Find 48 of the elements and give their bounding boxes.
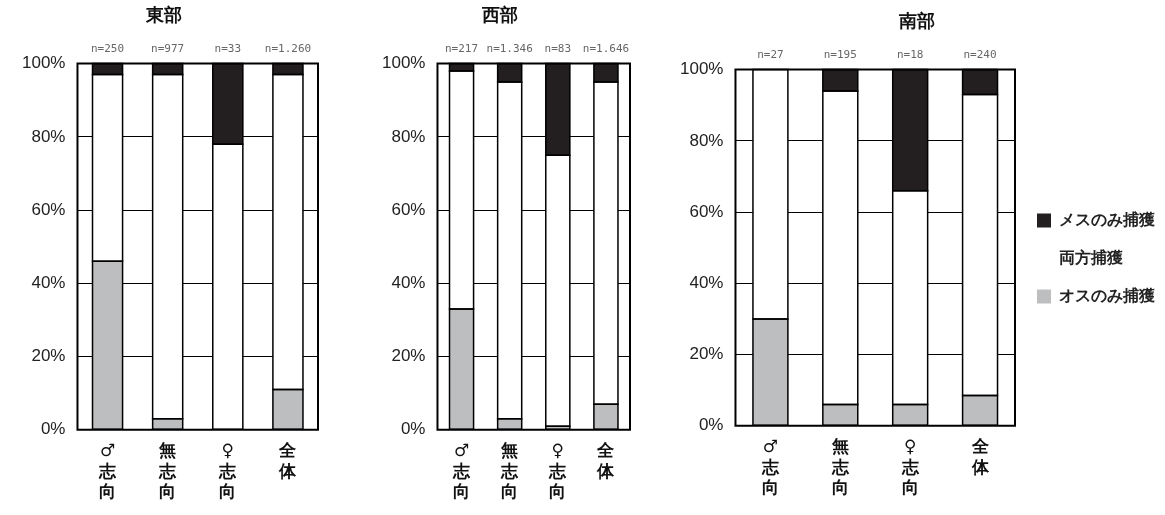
text: 両方捕獲 <box>1059 247 1123 267</box>
x-tick-label: ♀志向 <box>548 440 568 502</box>
y-tick-label: 0% <box>400 419 426 439</box>
y-tick-label: 20% <box>689 344 724 364</box>
chart-title: 南部 <box>897 10 935 32</box>
text: n=977 <box>151 41 185 55</box>
y-tick-label: 20% <box>31 346 66 366</box>
x-tick-label: 全体 <box>596 440 616 481</box>
y-tick-label: 0% <box>40 419 66 439</box>
text: n=83 <box>544 41 572 55</box>
y-tick-label: 40% <box>689 273 724 293</box>
y-tick-label: 100% <box>680 59 724 79</box>
x-tick-label: 無志向 <box>830 436 850 498</box>
y-tick-label: 80% <box>689 130 724 150</box>
x-tick-label: ♂志向 <box>452 440 472 502</box>
legend-label: メスのみ捕獲 <box>1059 209 1155 229</box>
x-tick-label: ♀志向 <box>900 436 920 498</box>
text: n=217 <box>444 41 479 55</box>
y-tick-label: 40% <box>31 273 66 293</box>
x-tick-label: 全体 <box>970 436 990 477</box>
y-tick-label: 0% <box>698 415 724 435</box>
x-tick-label: ♂志向 <box>760 436 780 498</box>
chart-title: 西部 <box>481 4 518 26</box>
legend-label: オスのみ捕獲 <box>1059 285 1155 305</box>
y-tick-label: 60% <box>391 199 426 219</box>
text: n=1.646 <box>582 41 630 55</box>
x-tick-label: 無志向 <box>158 440 178 502</box>
text: n=240 <box>963 47 997 61</box>
y-tick-label: 20% <box>391 346 426 366</box>
y-tick-label: 100% <box>22 53 66 73</box>
text: n=18 <box>896 47 924 61</box>
y-tick-label: 80% <box>31 126 66 146</box>
x-tick-label: 無志向 <box>500 440 520 502</box>
y-tick-label: 100% <box>382 53 426 73</box>
y-tick-label: 60% <box>31 199 66 219</box>
y-tick-label: 60% <box>689 201 724 221</box>
text: n=250 <box>90 41 125 55</box>
text: n=1.346 <box>486 41 533 55</box>
chart-title: 東部 <box>145 4 182 26</box>
text: n=33 <box>214 41 242 55</box>
x-tick-label: ♀志向 <box>218 440 238 502</box>
text: n=1.260 <box>264 41 312 55</box>
x-tick-label: ♂志向 <box>98 440 118 502</box>
y-tick-label: 40% <box>391 273 426 293</box>
text: n=195 <box>823 47 857 61</box>
x-tick-label: 全体 <box>278 440 298 481</box>
text: n=27 <box>757 47 784 61</box>
y-tick-label: 80% <box>391 126 426 146</box>
